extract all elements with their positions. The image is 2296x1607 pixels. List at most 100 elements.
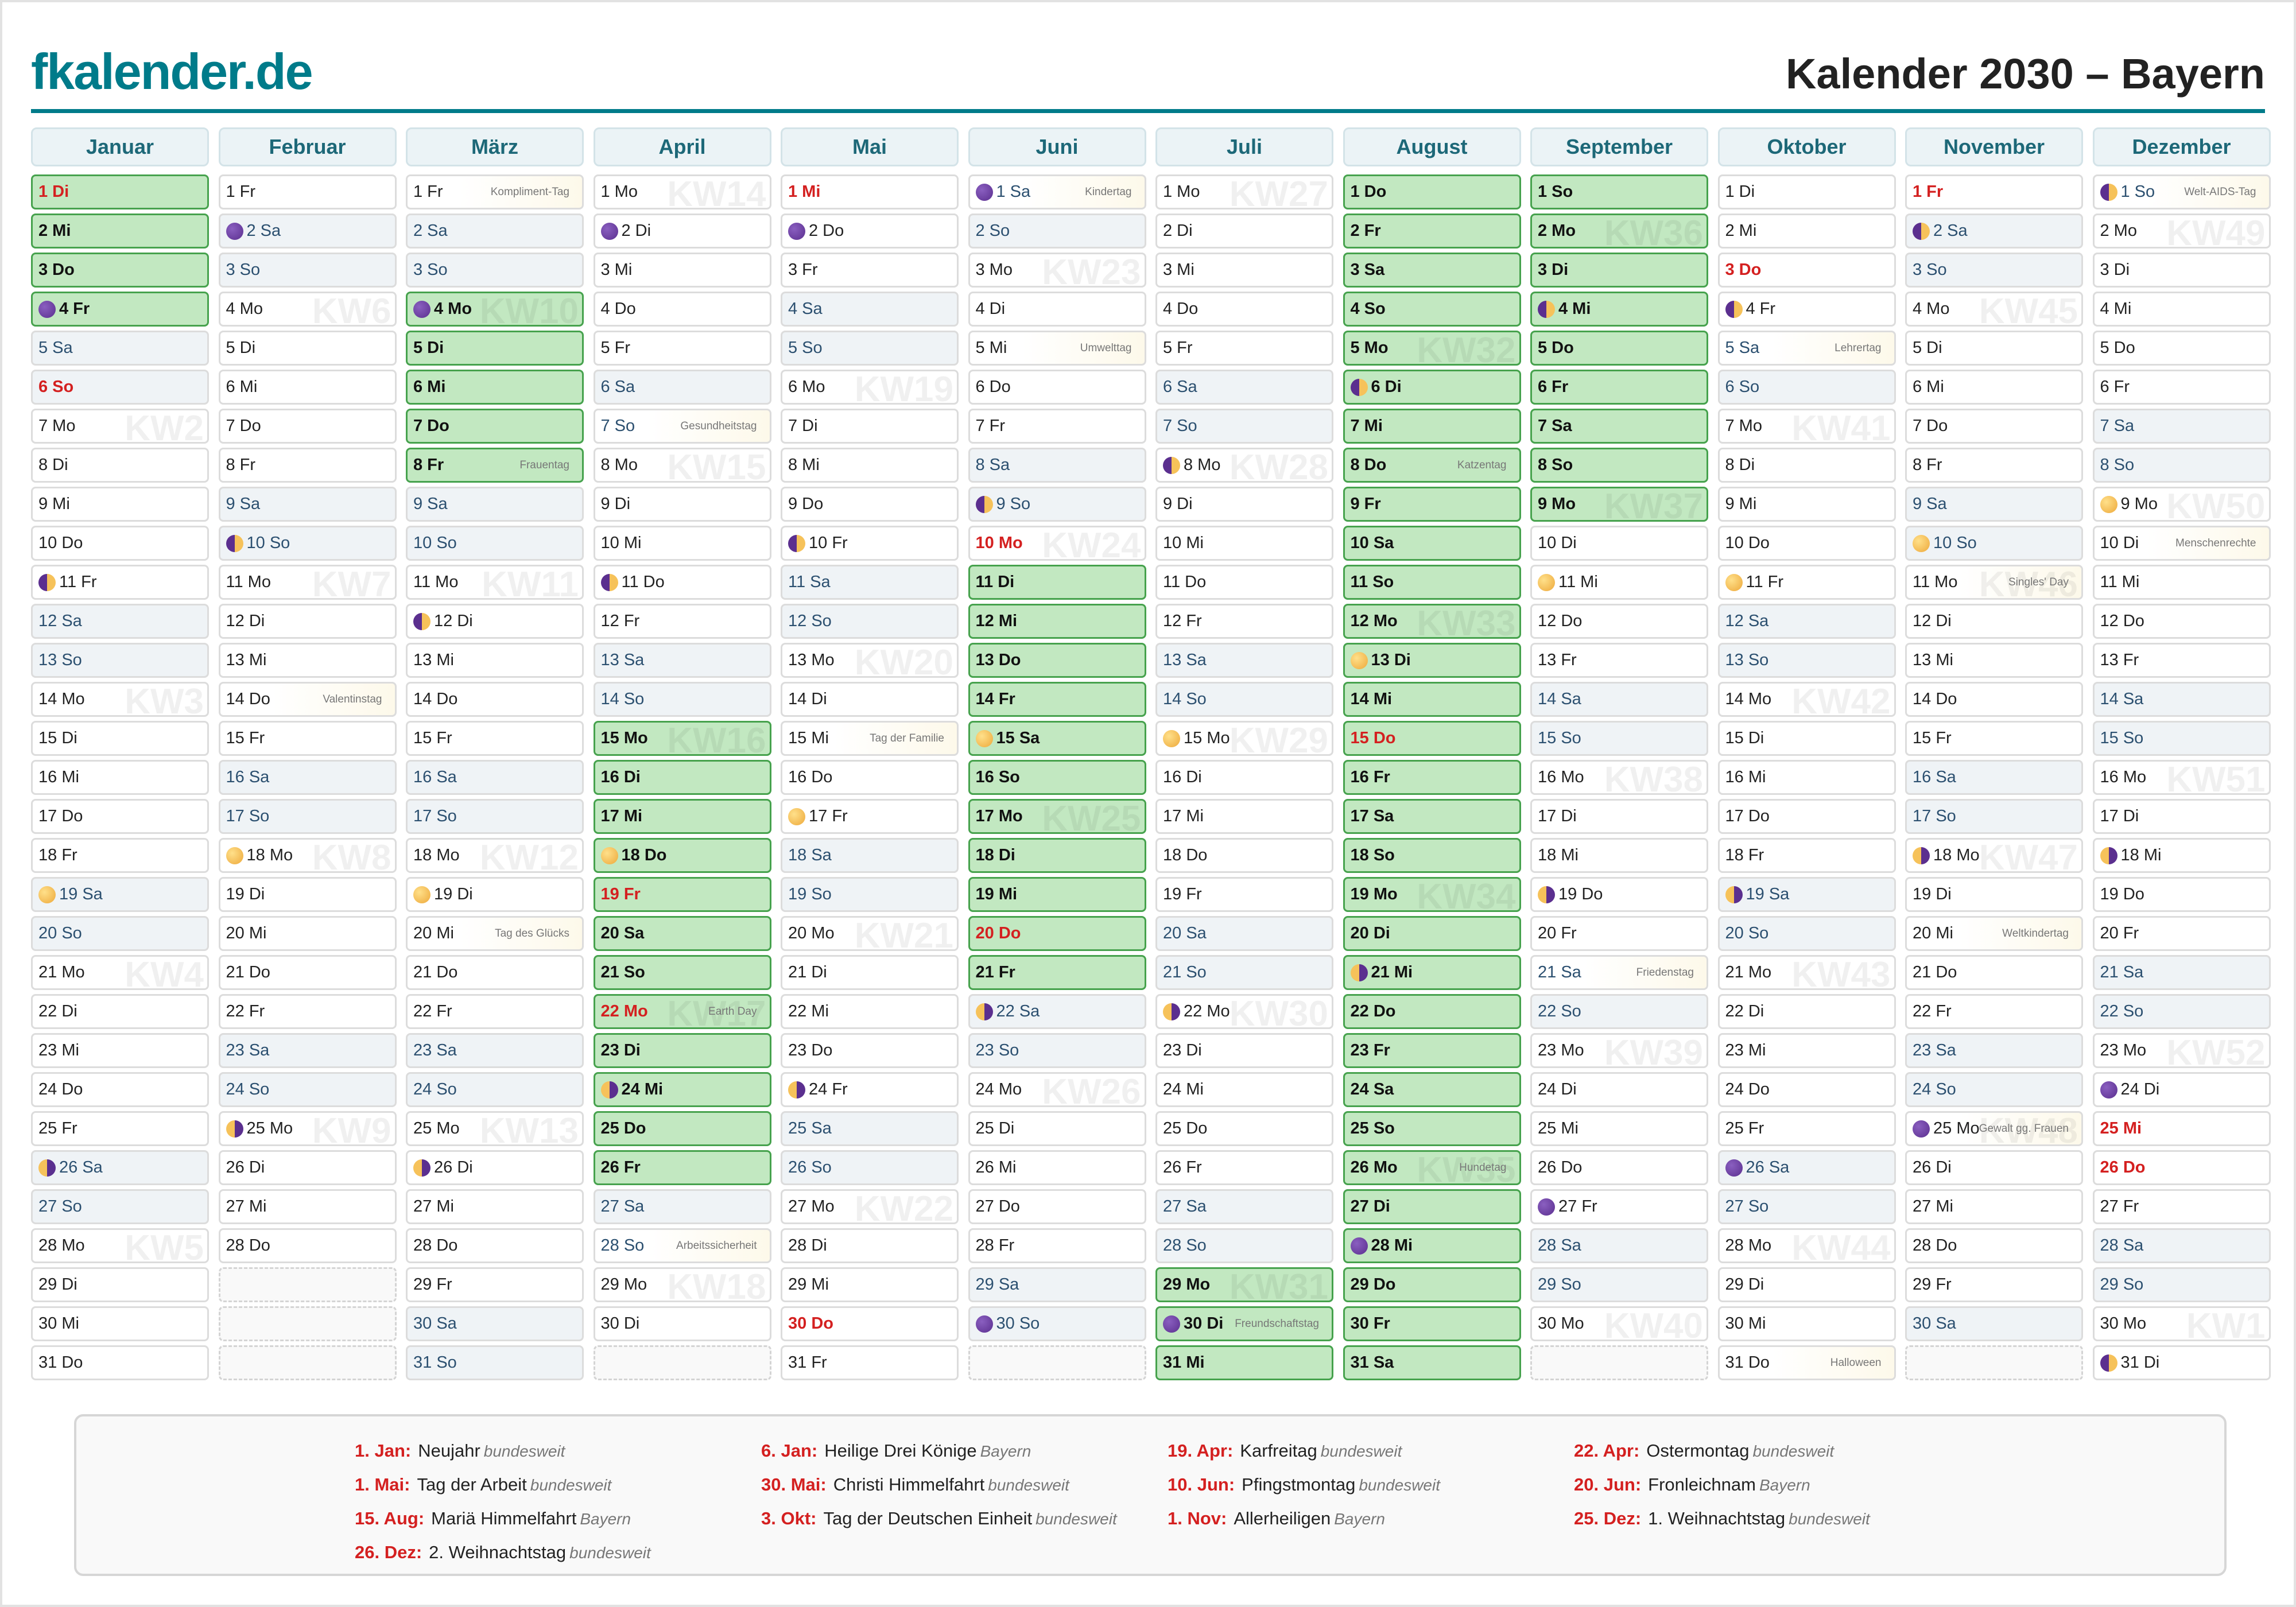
day-cell[interactable]: 1 Di [1717, 174, 1896, 209]
day-cell[interactable]: 2 Sa [406, 214, 584, 249]
day-cell[interactable]: 2 Mi [31, 214, 209, 249]
day-cell[interactable]: 17 Do [1717, 799, 1896, 834]
day-cell[interactable]: 5 Do [1530, 331, 1708, 366]
day-cell[interactable]: 2 So [968, 214, 1146, 249]
day-cell[interactable]: 11 Fr [31, 565, 209, 600]
day-cell[interactable]: 27 Mi [406, 1189, 584, 1224]
day-cell[interactable]: 6 Mo KW19 [781, 370, 959, 405]
day-cell[interactable]: 19 Fr [1155, 877, 1333, 912]
day-cell[interactable]: 9 Di [593, 487, 771, 522]
day-cell[interactable]: 28 Di [781, 1228, 959, 1263]
day-cell[interactable]: 26 Sa [1717, 1150, 1896, 1185]
day-cell[interactable]: 22 Di [31, 994, 209, 1029]
day-cell[interactable]: 28 Mi [1343, 1228, 1521, 1263]
day-cell[interactable]: 25 Do [593, 1111, 771, 1146]
day-cell[interactable]: 23 Sa [218, 1033, 397, 1068]
day-cell[interactable]: 5 Fr [593, 331, 771, 366]
day-cell[interactable]: 18 Mo KW47 [1905, 838, 2083, 873]
day-cell[interactable]: 24 So [1905, 1072, 2083, 1107]
day-cell[interactable]: 27 Do [968, 1189, 1146, 1224]
day-cell[interactable]: 23 Do [781, 1033, 959, 1068]
day-cell[interactable]: 16 Do [781, 760, 959, 795]
day-cell[interactable]: 6 So [31, 370, 209, 405]
day-cell[interactable]: 18 Do [593, 838, 771, 873]
day-cell[interactable]: 13 Do [968, 643, 1146, 678]
day-cell[interactable]: 12 Fr [1155, 604, 1333, 639]
day-cell[interactable]: 29 Mo KW18 [593, 1267, 771, 1302]
day-cell[interactable]: 6 Mi [218, 370, 397, 405]
day-cell[interactable]: 5 Mi Umwelttag [968, 331, 1146, 366]
day-cell[interactable]: 20 Mo KW21 [781, 916, 959, 951]
day-cell[interactable]: 24 Mi [1155, 1072, 1333, 1107]
day-cell[interactable]: 27 So [31, 1189, 209, 1224]
day-cell[interactable]: 1 Fr [218, 174, 397, 209]
day-cell[interactable]: 8 Mi [781, 448, 959, 483]
day-cell[interactable]: 15 Fr [406, 721, 584, 756]
day-cell[interactable]: 5 Sa [31, 331, 209, 366]
day-cell[interactable]: 6 Mi [1905, 370, 2083, 405]
day-cell[interactable]: 4 Sa [781, 292, 959, 327]
day-cell[interactable]: 17 Di [2092, 799, 2271, 834]
day-cell[interactable]: 12 Di [218, 604, 397, 639]
day-cell[interactable]: 29 So [1530, 1267, 1708, 1302]
day-cell[interactable]: 16 Fr [1343, 760, 1521, 795]
day-cell[interactable]: 25 Fr [31, 1111, 209, 1146]
day-cell[interactable]: 1 Sa Kindertag [968, 174, 1146, 209]
day-cell[interactable]: 2 Sa [218, 214, 397, 249]
day-cell[interactable]: 31 So [406, 1345, 584, 1380]
day-cell[interactable]: 16 Sa [406, 760, 584, 795]
day-cell[interactable]: 26 Di [1905, 1150, 2083, 1185]
day-cell[interactable]: 13 Fr [2092, 643, 2271, 678]
day-cell[interactable]: 18 Mi [2092, 838, 2271, 873]
day-cell[interactable]: 24 Do [31, 1072, 209, 1107]
day-cell[interactable]: 29 Di [31, 1267, 209, 1302]
day-cell[interactable]: 20 Sa [1155, 916, 1333, 951]
day-cell[interactable]: 30 Di Freundschaftstag [1155, 1306, 1333, 1341]
day-cell[interactable]: 18 Sa [781, 838, 959, 873]
day-cell[interactable]: 15 Mo KW16 [593, 721, 771, 756]
day-cell[interactable]: 12 Do [1530, 604, 1708, 639]
day-cell[interactable]: 13 Mi [218, 643, 397, 678]
day-cell[interactable]: 13 Sa [1155, 643, 1333, 678]
day-cell[interactable]: 4 Mi [2092, 292, 2271, 327]
day-cell[interactable]: 7 Di [781, 409, 959, 444]
day-cell[interactable]: 7 Mo KW41 [1717, 409, 1896, 444]
day-cell[interactable]: 4 Mo KW10 [406, 292, 584, 327]
day-cell[interactable]: 13 Mo KW20 [781, 643, 959, 678]
day-cell[interactable]: 15 Di [1717, 721, 1896, 756]
day-cell[interactable]: 23 Di [1155, 1033, 1333, 1068]
day-cell[interactable]: 14 Do Valentinstag [218, 682, 397, 717]
day-cell[interactable]: 14 Di [781, 682, 959, 717]
day-cell[interactable]: 3 Do [31, 253, 209, 288]
day-cell[interactable]: 4 Mo KW45 [1905, 292, 2083, 327]
day-cell[interactable]: 3 Mi [1155, 253, 1333, 288]
day-cell[interactable]: 15 Fr [1905, 721, 2083, 756]
day-cell[interactable]: 23 Mi [1717, 1033, 1896, 1068]
day-cell[interactable]: 9 Mi [31, 487, 209, 522]
day-cell[interactable]: 13 Mi [406, 643, 584, 678]
day-cell[interactable]: 12 Sa [1717, 604, 1896, 639]
day-cell[interactable]: 26 Di [406, 1150, 584, 1185]
day-cell[interactable]: 8 Di [1717, 448, 1896, 483]
day-cell[interactable]: 14 So [1155, 682, 1333, 717]
day-cell[interactable]: 23 Di [593, 1033, 771, 1068]
day-cell[interactable]: 10 So [406, 526, 584, 561]
day-cell[interactable]: 6 Fr [2092, 370, 2271, 405]
day-cell[interactable]: 11 Fr [1717, 565, 1896, 600]
day-cell[interactable]: 10 Do [31, 526, 209, 561]
day-cell[interactable]: 15 Mi Tag der Familie [781, 721, 959, 756]
day-cell[interactable]: 22 Fr [1905, 994, 2083, 1029]
day-cell[interactable]: 23 Mo KW52 [2092, 1033, 2271, 1068]
day-cell[interactable]: 6 Sa [1155, 370, 1333, 405]
day-cell[interactable]: 10 Mo KW24 [968, 526, 1146, 561]
day-cell[interactable]: 10 Do [1717, 526, 1896, 561]
day-cell[interactable]: 21 So [1155, 955, 1333, 990]
day-cell[interactable]: 15 So [2092, 721, 2271, 756]
day-cell[interactable]: 30 Do [781, 1306, 959, 1341]
day-cell[interactable]: 19 Mo KW34 [1343, 877, 1521, 912]
day-cell[interactable]: 5 Sa Lehrertag [1717, 331, 1896, 366]
day-cell[interactable]: 27 Mi [218, 1189, 397, 1224]
day-cell[interactable]: 1 So [1530, 174, 1708, 209]
day-cell[interactable]: 20 Mi Weltkindertag [1905, 916, 2083, 951]
day-cell[interactable]: 1 So Welt-AIDS-Tag [2092, 174, 2271, 209]
